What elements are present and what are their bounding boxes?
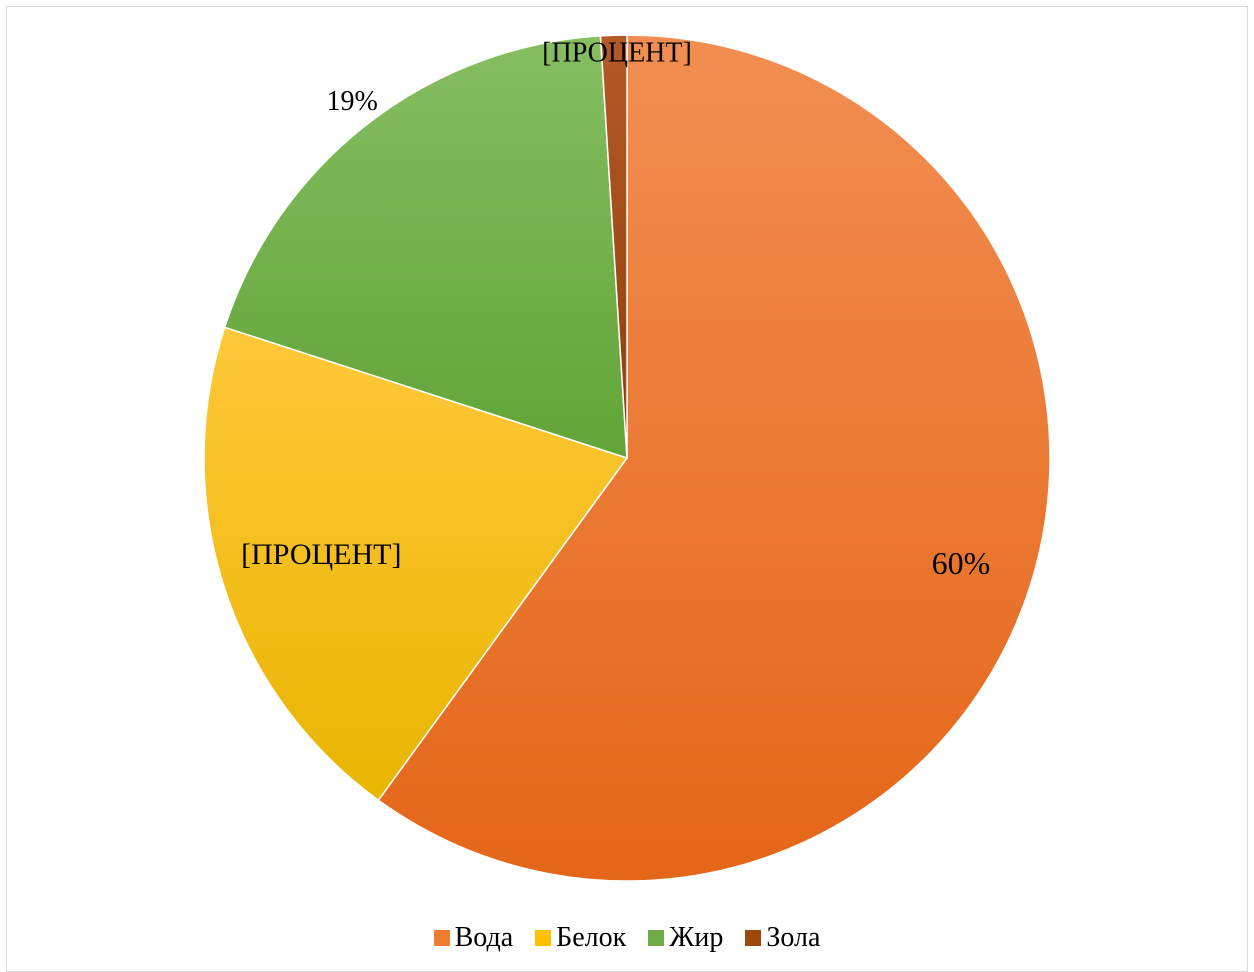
legend-swatch-icon: [535, 930, 552, 946]
data-label-zola: [ПРОЦЕНТ]: [542, 37, 692, 68]
legend-label: Жир: [669, 922, 724, 953]
legend-item-belok: Белок: [535, 922, 626, 954]
slice-zhir: [223, 35, 628, 460]
chart-legend: Вода Белок Жир Зола: [0, 918, 1254, 958]
data-label-zhir: 19%: [327, 86, 378, 117]
pie-data-labels: 60% [ПРОЦЕНТ] 19% [ПРОЦЕНТ]: [241, 37, 990, 580]
slice-zola: [599, 34, 628, 459]
legend-swatch-icon: [648, 930, 665, 946]
legend-label: Белок: [556, 922, 627, 953]
data-label-belok: [ПРОЦЕНТ]: [241, 538, 401, 571]
pie-slices: [203, 34, 1051, 882]
legend-label: Вода: [454, 922, 514, 953]
slice-voda: [377, 34, 1051, 882]
slice-belok: [203, 326, 629, 802]
legend-label: Зола: [766, 922, 821, 953]
legend-item-voda: Вода: [433, 922, 514, 954]
legend-swatch-icon: [433, 930, 450, 946]
legend-swatch-icon: [745, 930, 762, 946]
legend-item-zola: Зола: [745, 922, 820, 954]
legend-item-zhir: Жир: [648, 922, 723, 954]
data-label-voda: 60%: [932, 545, 991, 581]
